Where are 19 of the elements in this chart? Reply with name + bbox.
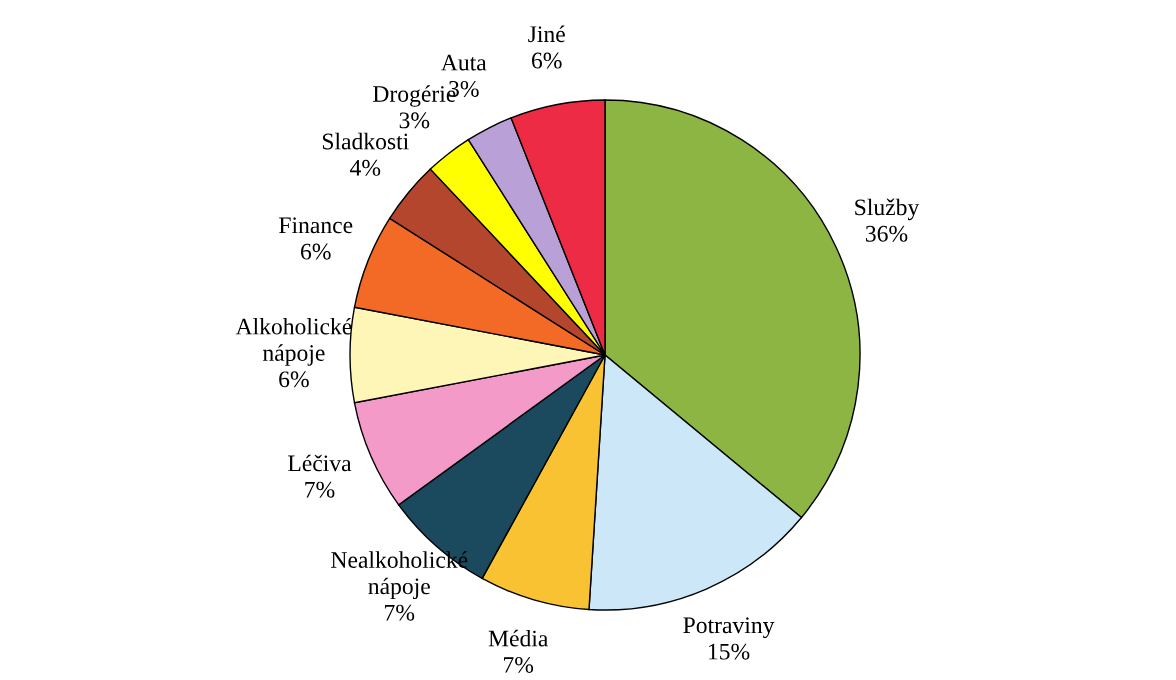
data-label: 15% — [708, 643, 750, 660]
data-label: 7% — [305, 481, 335, 498]
slice-label: Finance — [279, 217, 353, 234]
data-label: 4% — [350, 159, 381, 176]
slice-label: Služby — [855, 198, 920, 221]
data-label: 36% — [865, 225, 908, 242]
data-label: 7% — [504, 656, 534, 673]
slice-label: Auta — [441, 54, 487, 71]
data-label: 6% — [531, 52, 562, 69]
data-label: 7% — [385, 604, 415, 621]
data-label: 6% — [301, 243, 331, 260]
slice-label: Jiné — [528, 25, 565, 43]
slice-label: Léčiva — [288, 454, 352, 472]
slice-label: Média — [488, 629, 549, 647]
data-label: 6% — [279, 371, 309, 388]
slice-label: Alkoholické nápoje — [235, 317, 352, 366]
data-label: 3% — [399, 112, 430, 129]
slice-label: Potraviny — [683, 617, 775, 639]
slice-label: Sladkosti — [322, 132, 409, 150]
